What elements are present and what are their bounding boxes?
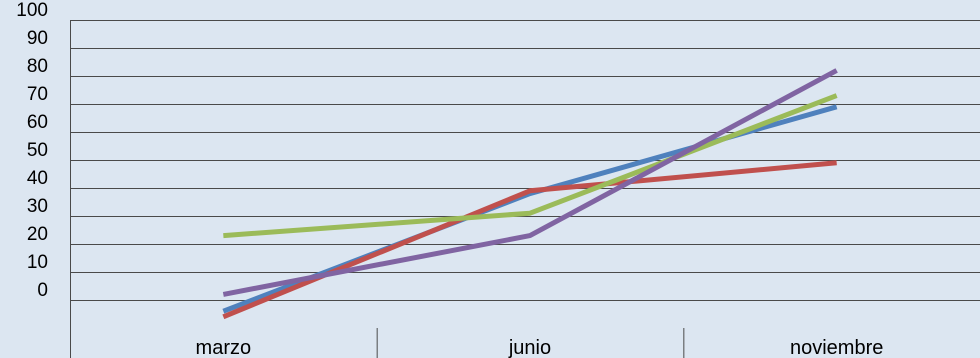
y-tick-label: 70 <box>27 84 48 105</box>
y-tick-label: 40 <box>27 168 48 189</box>
x-category-label-junio: junio <box>508 337 551 358</box>
y-tick-label: 30 <box>27 196 48 217</box>
grid-lines <box>70 20 980 301</box>
series-line-2 <box>222 160 837 320</box>
y-tick-label: 100 <box>16 0 48 21</box>
y-axis-tick-labels: 0 10 20 30 40 50 60 70 80 90 100 <box>16 0 48 301</box>
y-tick-label: 50 <box>27 140 48 161</box>
x-axis-category-labels: marzo junio noviembre <box>196 337 884 358</box>
y-tick-label: 90 <box>27 28 48 49</box>
y-tick-label: 80 <box>27 56 48 77</box>
series-lines <box>222 68 838 320</box>
series-line-4 <box>222 68 838 297</box>
series-line-3 <box>223 93 838 239</box>
x-category-label-marzo: marzo <box>196 337 252 358</box>
y-tick-label: 20 <box>27 224 48 245</box>
y-tick-label: 0 <box>37 280 48 301</box>
axes <box>70 20 685 358</box>
x-category-label-noviembre: noviembre <box>790 337 883 358</box>
y-tick-label: 60 <box>27 112 48 133</box>
y-tick-label: 10 <box>27 252 48 273</box>
